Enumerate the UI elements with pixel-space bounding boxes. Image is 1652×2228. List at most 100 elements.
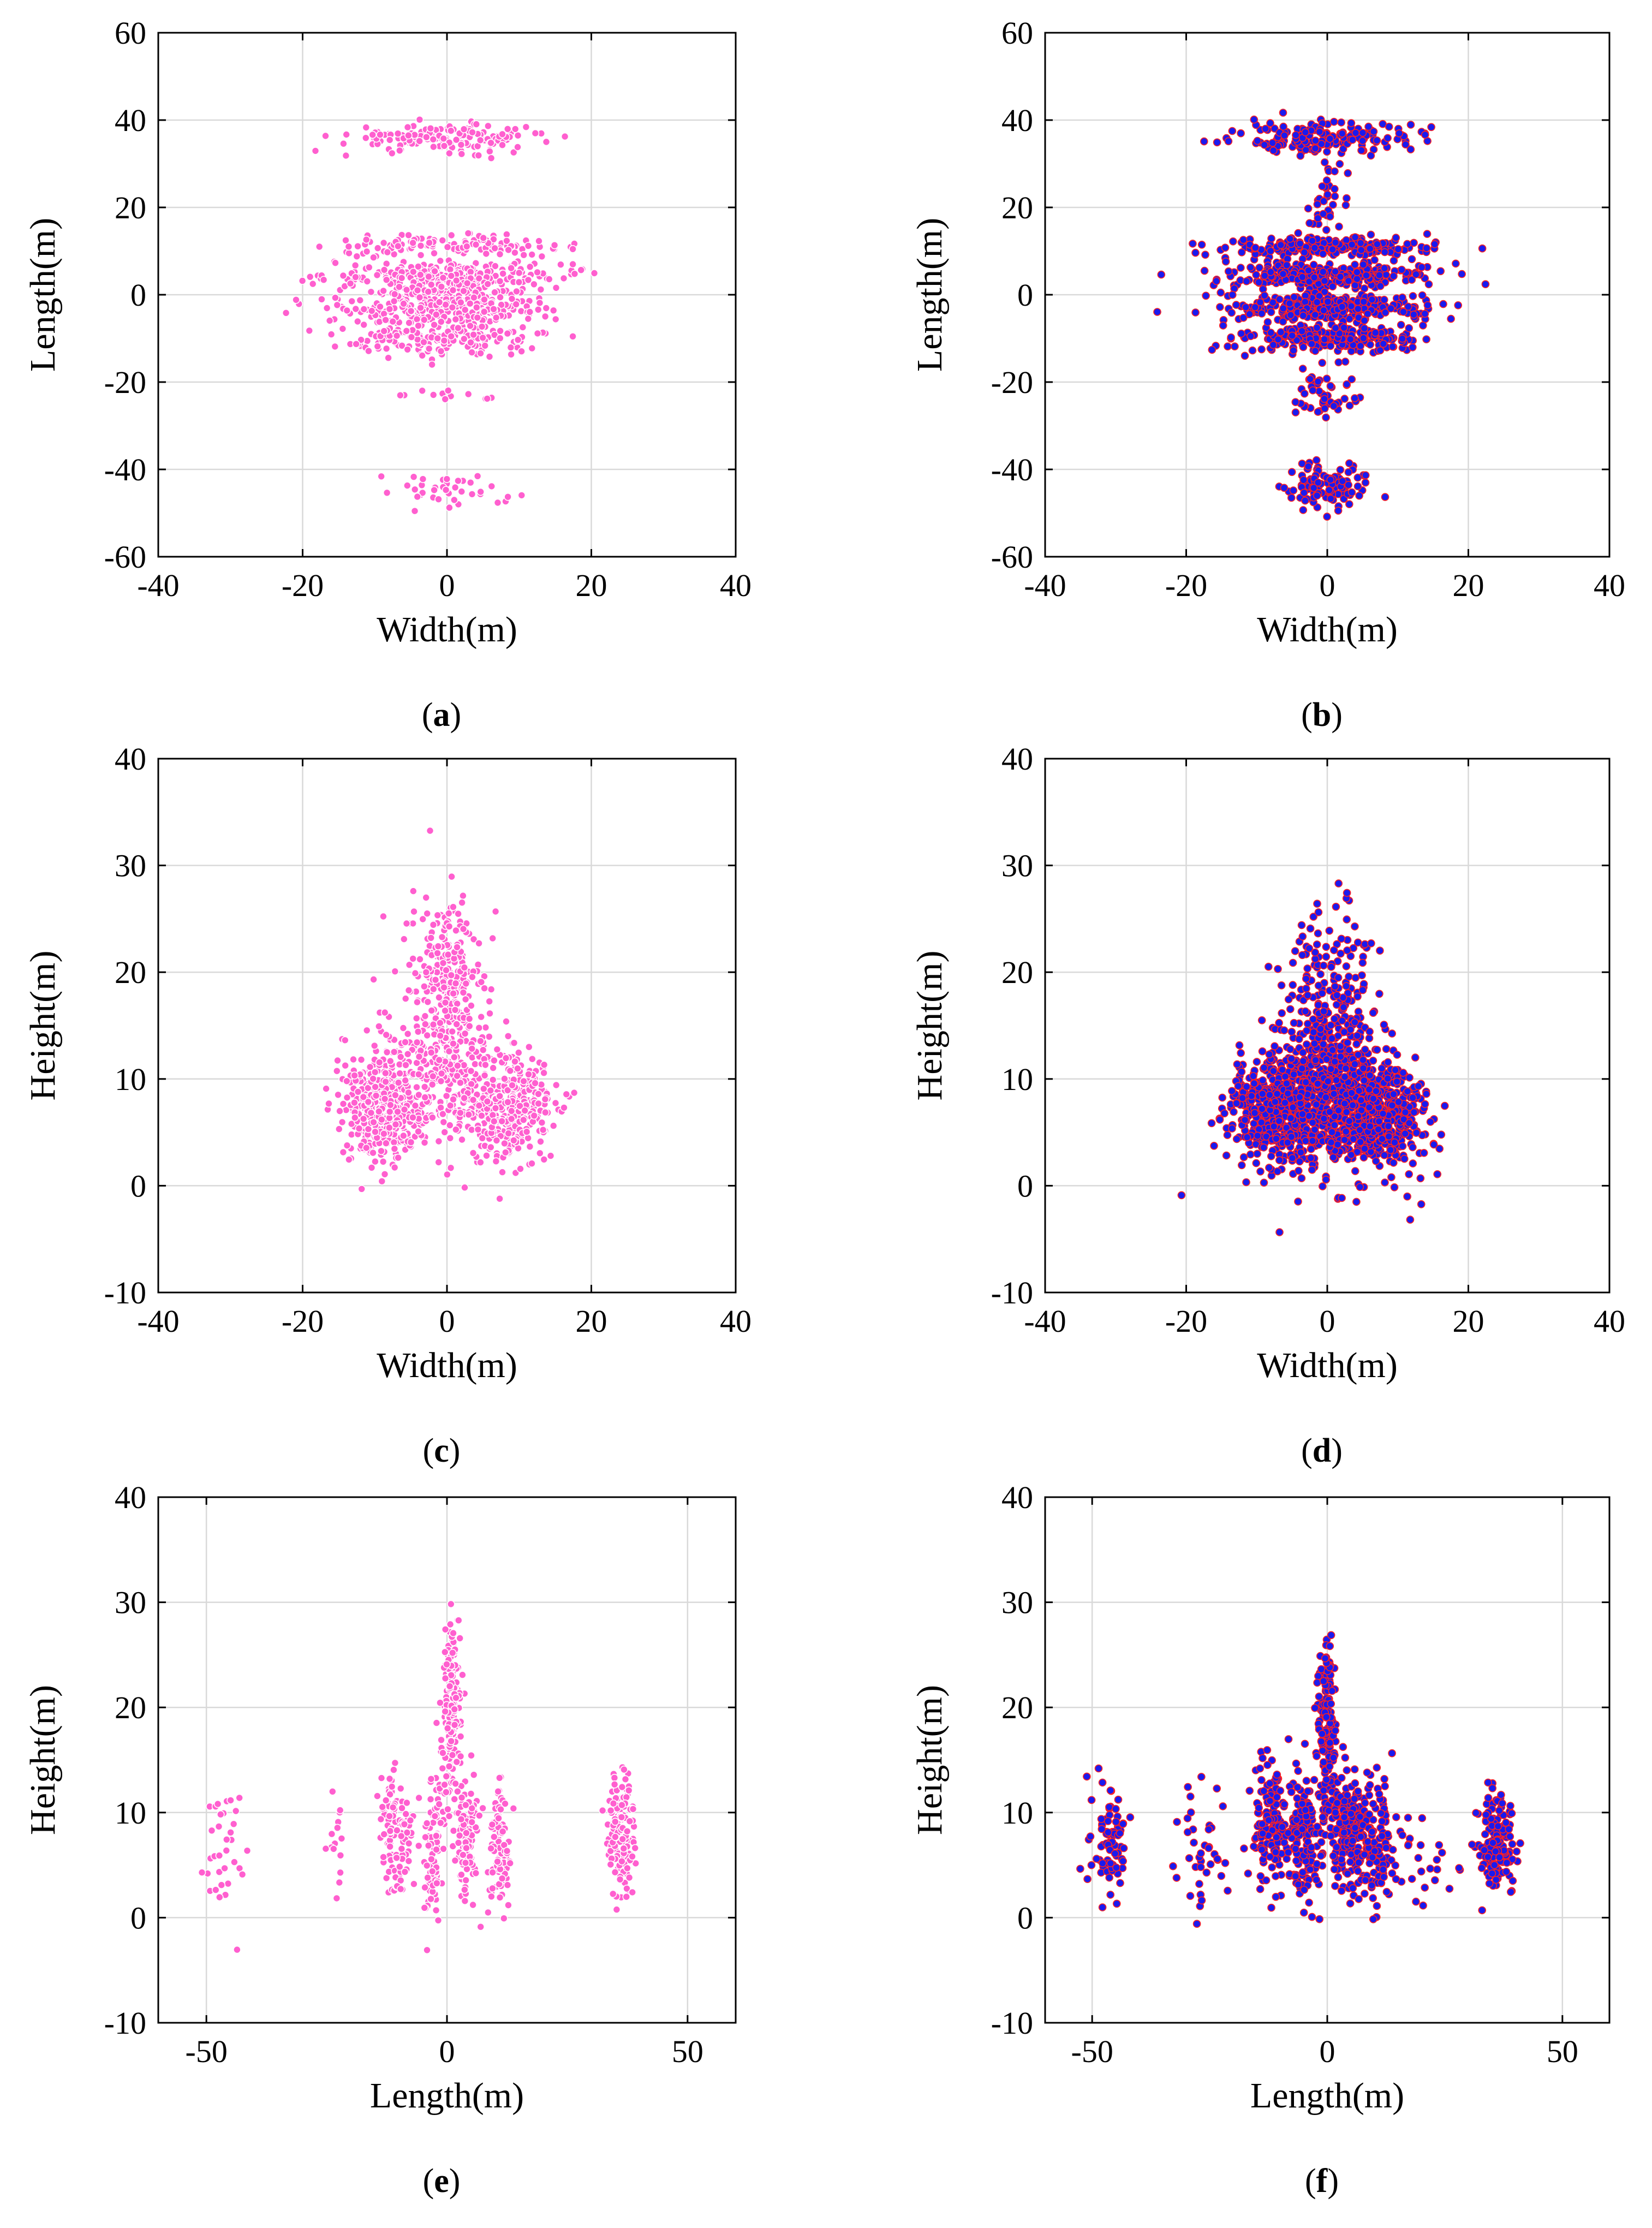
data-point bbox=[429, 985, 438, 993]
data-point bbox=[374, 1022, 383, 1030]
data-point bbox=[528, 1159, 536, 1167]
data-point bbox=[444, 909, 453, 918]
data-point bbox=[373, 342, 382, 350]
y-tick-label: -40 bbox=[104, 452, 146, 487]
data-point bbox=[430, 486, 438, 495]
data-point bbox=[491, 244, 499, 253]
data-point bbox=[447, 332, 456, 341]
data-point bbox=[590, 269, 599, 277]
data-point bbox=[1291, 398, 1300, 407]
data-point bbox=[442, 1092, 451, 1100]
data-point bbox=[1259, 1076, 1267, 1085]
data-point bbox=[1298, 365, 1307, 373]
data-point bbox=[385, 136, 394, 144]
data-point bbox=[1347, 240, 1356, 249]
x-tick-label: 40 bbox=[720, 1303, 752, 1339]
data-point bbox=[458, 898, 466, 907]
data-point bbox=[551, 1099, 560, 1107]
data-point bbox=[1197, 240, 1206, 249]
data-point bbox=[401, 1076, 410, 1085]
data-point bbox=[535, 299, 544, 307]
data-point bbox=[1223, 1131, 1232, 1139]
data-point bbox=[1275, 295, 1284, 303]
data-point bbox=[409, 887, 418, 895]
data-point bbox=[488, 934, 497, 943]
data-point bbox=[342, 236, 350, 245]
data-point bbox=[1212, 277, 1221, 285]
data-point bbox=[379, 1158, 387, 1166]
data-point bbox=[467, 1002, 475, 1010]
data-point bbox=[413, 1083, 421, 1092]
data-point bbox=[1382, 271, 1390, 279]
data-point bbox=[1267, 268, 1275, 276]
data-point bbox=[1398, 335, 1406, 343]
data-point bbox=[1329, 200, 1337, 209]
y-tick-label: 0 bbox=[130, 277, 146, 313]
data-point bbox=[371, 1157, 379, 1166]
data-point bbox=[1376, 282, 1385, 290]
data-point bbox=[1364, 122, 1373, 131]
data-point bbox=[383, 1048, 391, 1057]
data-point bbox=[415, 137, 424, 145]
data-point bbox=[1260, 291, 1269, 300]
y-tick-label: -20 bbox=[104, 365, 146, 400]
data-point bbox=[351, 305, 360, 313]
data-point bbox=[506, 343, 515, 352]
data-point bbox=[524, 1042, 533, 1051]
data-point bbox=[449, 1095, 457, 1104]
data-point bbox=[504, 246, 512, 254]
data-point bbox=[541, 312, 550, 321]
data-point bbox=[1229, 237, 1237, 246]
data-point bbox=[420, 982, 428, 991]
data-point bbox=[420, 1083, 429, 1091]
x-tick-label: 20 bbox=[1453, 568, 1484, 603]
data-point bbox=[1326, 212, 1334, 221]
data-point bbox=[413, 315, 421, 324]
data-point bbox=[1267, 329, 1275, 337]
data-point bbox=[1313, 298, 1321, 307]
data-point bbox=[365, 347, 373, 355]
data-point bbox=[1416, 1174, 1425, 1183]
data-point bbox=[443, 1170, 451, 1179]
data-point bbox=[1267, 308, 1275, 317]
data-point bbox=[451, 979, 460, 987]
data-point bbox=[385, 305, 394, 313]
data-point bbox=[447, 272, 456, 280]
data-point bbox=[1353, 275, 1361, 283]
data-point bbox=[404, 986, 413, 994]
data-point bbox=[472, 240, 480, 249]
data-point bbox=[496, 250, 504, 259]
y-tick-label: -40 bbox=[991, 452, 1033, 487]
data-point bbox=[538, 252, 546, 261]
data-point bbox=[492, 313, 500, 322]
data-point bbox=[407, 307, 415, 315]
x-tick-label: 0 bbox=[439, 568, 455, 603]
y-tick-label: 40 bbox=[115, 103, 146, 138]
data-point bbox=[343, 1077, 351, 1085]
data-point bbox=[526, 263, 534, 271]
data-point bbox=[1330, 117, 1338, 126]
data-point bbox=[416, 271, 425, 279]
data-point bbox=[1420, 1149, 1428, 1157]
data-point bbox=[369, 1118, 378, 1127]
data-point bbox=[431, 975, 440, 984]
data-point bbox=[327, 330, 336, 338]
data-point bbox=[361, 134, 370, 142]
data-point bbox=[1297, 1174, 1306, 1182]
data-point bbox=[393, 242, 402, 251]
data-point bbox=[496, 334, 504, 343]
data-point bbox=[442, 486, 450, 494]
data-point bbox=[473, 472, 482, 480]
data-point bbox=[449, 903, 457, 911]
data-point bbox=[292, 295, 300, 304]
data-point bbox=[308, 279, 317, 288]
data-point bbox=[1221, 243, 1230, 252]
data-point bbox=[1395, 129, 1404, 138]
data-point bbox=[1385, 122, 1393, 131]
data-point bbox=[407, 1138, 415, 1146]
data-point bbox=[1291, 408, 1300, 416]
data-point bbox=[442, 966, 450, 974]
data-point bbox=[1331, 324, 1340, 332]
data-point bbox=[1357, 146, 1365, 154]
data-point bbox=[1421, 1100, 1429, 1109]
